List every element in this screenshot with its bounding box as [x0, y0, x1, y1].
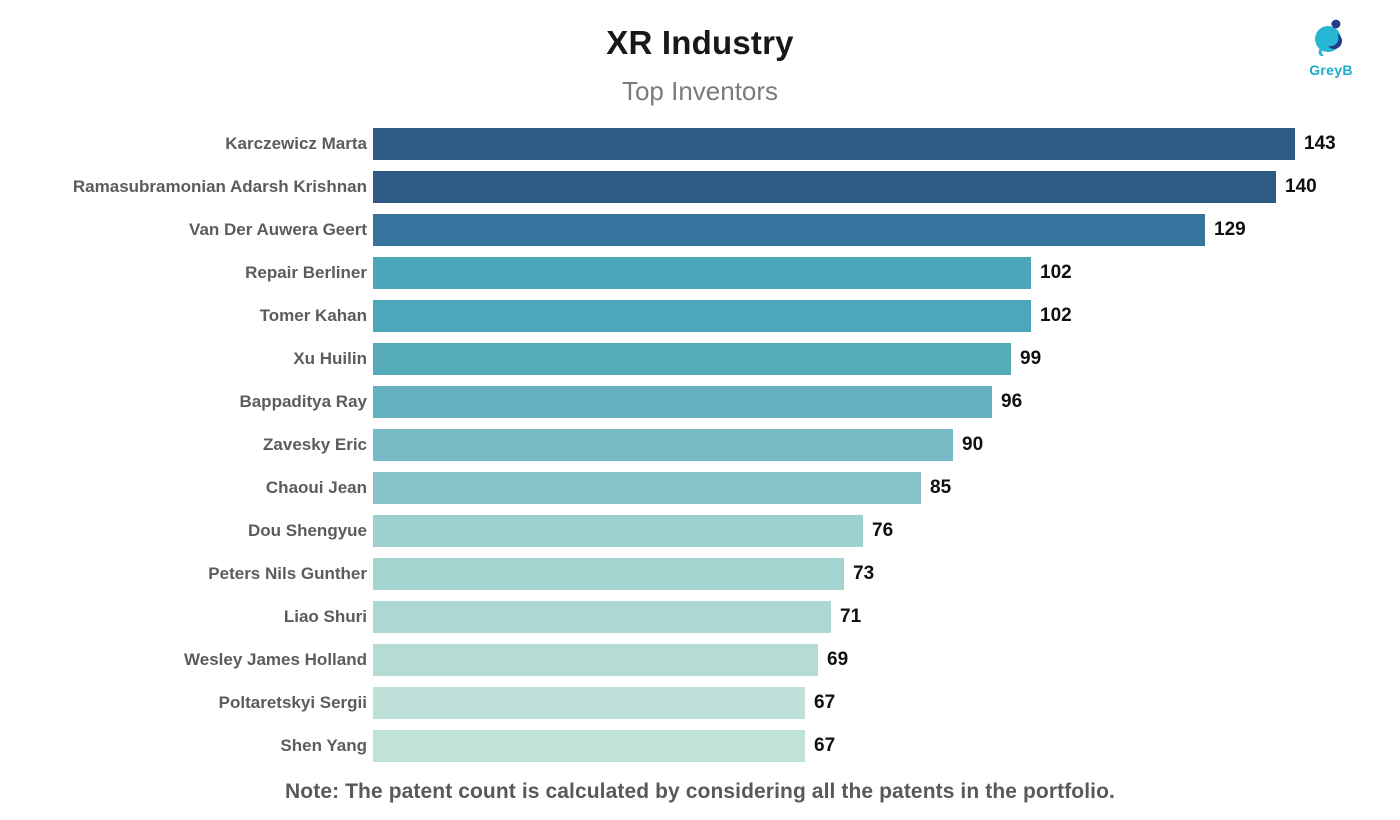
bar-track: 90 [373, 428, 1400, 461]
bar-row: Poltaretskyi Sergii 67 [0, 681, 1400, 724]
bar-value-label: 71 [840, 605, 862, 627]
bar-track: 67 [373, 686, 1400, 719]
inventor-bar[interactable] [373, 213, 1205, 246]
bar-row: Chaoui Jean 85 [0, 466, 1400, 509]
inventor-bar[interactable] [373, 514, 863, 547]
bar-track: 69 [373, 643, 1400, 676]
greyb-logo: GreyB [1288, 14, 1374, 78]
bar-row: Xu Huilin 99 [0, 337, 1400, 380]
inventor-bar[interactable] [373, 428, 953, 461]
inventor-label: Xu Huilin [293, 348, 367, 368]
inventor-label: Shen Yang [280, 735, 367, 755]
bar-track: 143 [373, 127, 1400, 160]
inventor-label: Van Der Auwera Geert [189, 219, 367, 239]
bar-value-label: 76 [872, 519, 894, 541]
inventor-bar[interactable] [373, 643, 818, 676]
inventor-label: Zavesky Eric [263, 434, 367, 454]
bar-value-label: 85 [930, 476, 952, 498]
inventor-label: Liao Shuri [283, 606, 367, 626]
greyb-logo-text: GreyB [1309, 62, 1353, 78]
inventor-label: Repair Berliner [245, 262, 367, 282]
inventor-bar[interactable] [373, 256, 1031, 289]
bar-track: 102 [373, 256, 1400, 289]
inventor-bar[interactable] [373, 471, 921, 504]
inventor-label: Poltaretskyi Sergii [218, 692, 367, 712]
bar-track: 85 [373, 471, 1400, 504]
bar-row: Dou Shengyue 76 [0, 509, 1400, 552]
bar-track: 71 [373, 600, 1400, 633]
footnote: Note: The patent count is calculated by … [285, 780, 1115, 803]
bar-row: Liao Shuri 71 [0, 595, 1400, 638]
bar-track: 140 [373, 170, 1400, 203]
bar-track: 96 [373, 385, 1400, 418]
inventor-bar[interactable] [373, 127, 1295, 160]
bar-track: 102 [373, 299, 1400, 332]
bar-row: Van Der Auwera Geert 129 [0, 208, 1400, 251]
inventor-bar[interactable] [373, 385, 992, 418]
chart-subtitle: Top Inventors [621, 76, 779, 106]
bar-value-label: 143 [1304, 132, 1336, 154]
bar-value-label: 102 [1040, 261, 1072, 283]
bar-track: 99 [373, 342, 1400, 375]
inventor-label: Tomer Kahan [259, 305, 367, 325]
inventor-label: Karczewicz Marta [225, 133, 367, 153]
inventor-label: Bappaditya Ray [239, 391, 367, 411]
bar-value-label: 140 [1285, 175, 1317, 197]
bar-value-label: 67 [814, 734, 836, 756]
bar-value-label: 73 [853, 562, 875, 584]
inventor-label: Wesley James Holland [184, 649, 367, 669]
bar-row: Wesley James Holland 69 [0, 638, 1400, 681]
bar-value-label: 67 [814, 691, 836, 713]
bar-row: Karczewicz Marta 143 [0, 122, 1400, 165]
bar-value-label: 99 [1020, 347, 1042, 369]
bar-track: 129 [373, 213, 1400, 246]
bar-track: 76 [373, 514, 1400, 547]
inventor-bar[interactable] [373, 686, 805, 719]
inventor-label: Peters Nils Gunther [208, 563, 367, 583]
bar-row: Peters Nils Gunther 73 [0, 552, 1400, 595]
chart-title: XR Industry [606, 24, 794, 61]
bar-value-label: 96 [1001, 390, 1023, 412]
inventor-bar[interactable] [373, 170, 1276, 203]
inventor-label: Ramasubramonian Adarsh Krishnan [72, 176, 367, 196]
inventor-bar[interactable] [373, 342, 1011, 375]
bar-row: Bappaditya Ray 96 [0, 380, 1400, 423]
inventor-label: Dou Shengyue [247, 520, 367, 540]
bar-value-label: 129 [1214, 218, 1246, 240]
bar-row: Shen Yang 67 [0, 724, 1400, 767]
bar-row: Ramasubramonian Adarsh Krishnan 140 [0, 165, 1400, 208]
bar-rows: Karczewicz Marta 143 Ramasubramonian Adars… [0, 122, 1400, 767]
bar-row: Repair Berliner 102 [0, 251, 1400, 294]
bar-track: 73 [373, 557, 1400, 590]
bar-value-label: 102 [1040, 304, 1072, 326]
inventor-bar[interactable] [373, 600, 831, 633]
inventor-label: Chaoui Jean [265, 477, 367, 497]
inventor-bar[interactable] [373, 729, 805, 762]
inventor-bar[interactable] [373, 299, 1031, 332]
bar-chart: Karczewicz Marta 143 Ramasubramonian Adars… [0, 122, 1400, 767]
bar-row: Tomer Kahan 102 [0, 294, 1400, 337]
bar-value-label: 90 [962, 433, 984, 455]
greyb-logo-icon [1315, 19, 1342, 57]
inventor-bar[interactable] [373, 557, 844, 590]
bar-value-label: 69 [827, 648, 849, 670]
bar-track: 67 [373, 729, 1400, 762]
bar-row: Zavesky Eric 90 [0, 423, 1400, 466]
